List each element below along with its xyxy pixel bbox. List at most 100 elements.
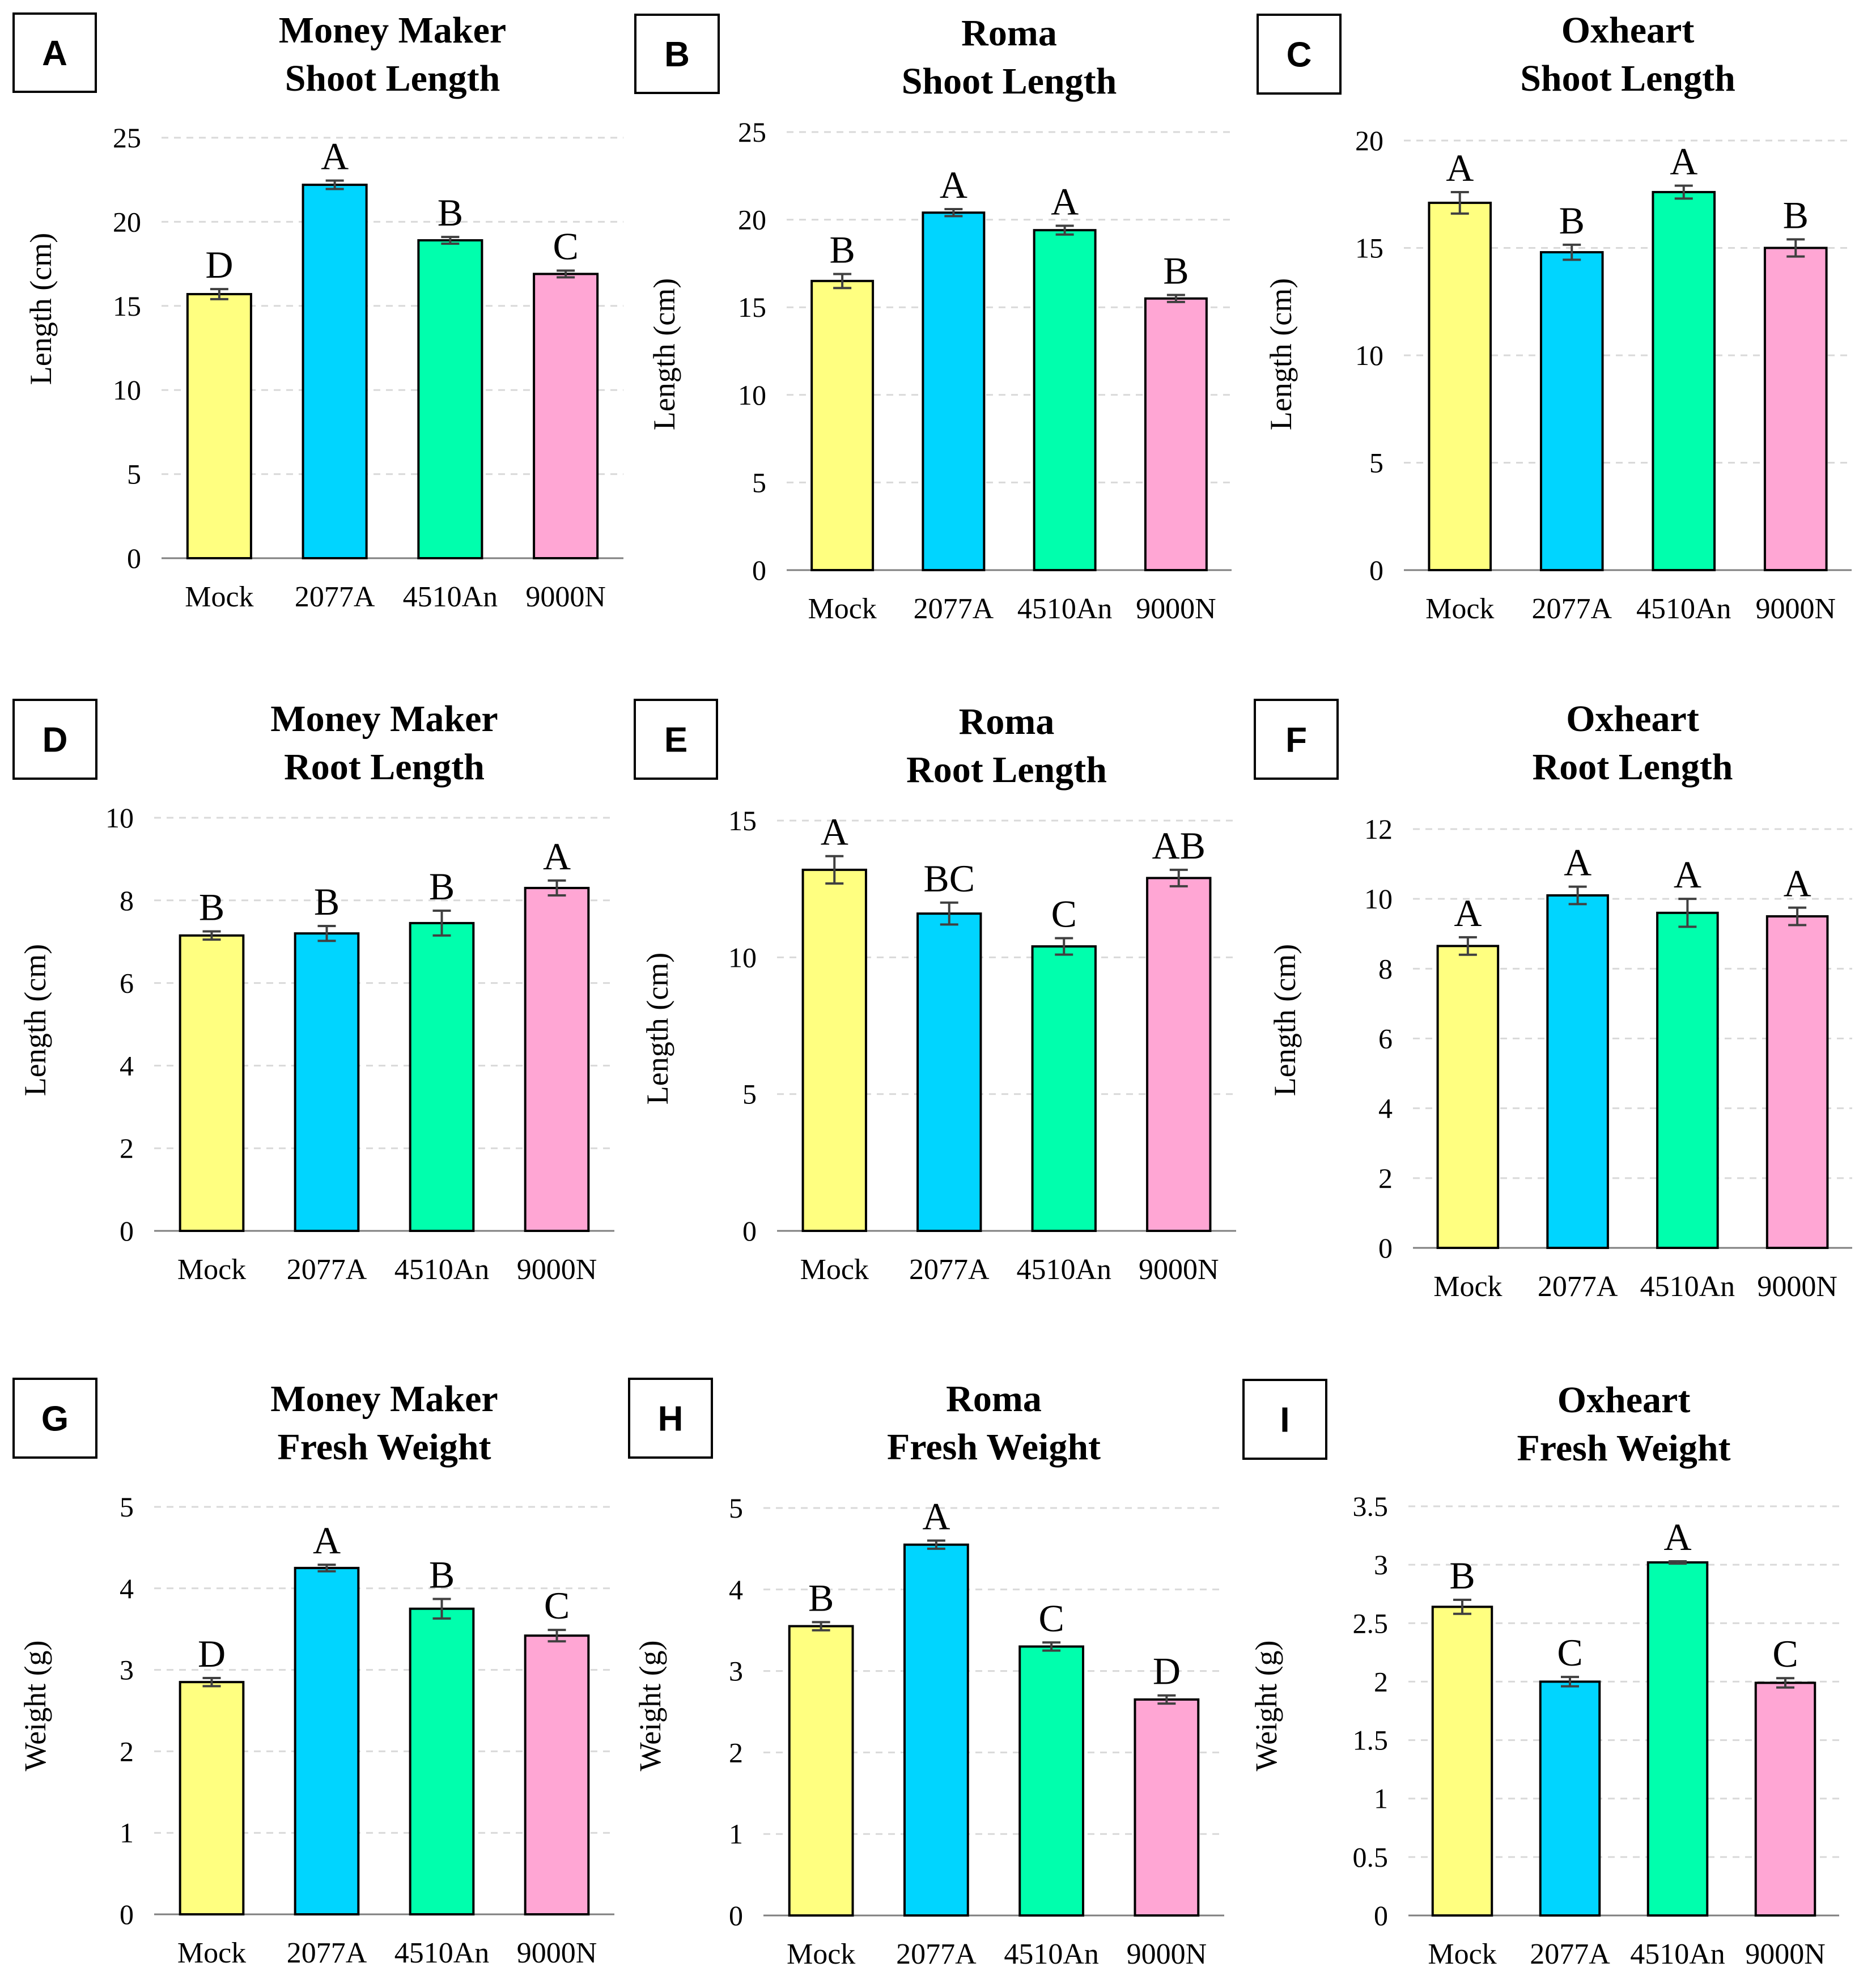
chart-subtitle: Fresh Weight (277, 1426, 491, 1468)
y-tick-label: 5 (742, 1078, 757, 1110)
significance-letter: A (1454, 891, 1482, 934)
significance-letter: C (1772, 1632, 1798, 1675)
y-tick-label: 1.5 (1353, 1724, 1389, 1756)
bar-4510an (1033, 229, 1097, 572)
y-tick-label: 10 (1364, 883, 1393, 915)
x-tick-label: 4510An (394, 1937, 490, 1969)
x-tick-label: Mock (177, 1937, 246, 1969)
significance-letter: AB (1152, 824, 1206, 867)
x-tick-label: 2077A (287, 1937, 367, 1969)
bar-mock (788, 1625, 854, 1917)
y-tick-label: 10 (105, 802, 134, 834)
significance-letter: C (1051, 893, 1077, 936)
x-tick-label: Mock (1425, 593, 1494, 625)
panel-b: B Roma Shoot Length 0 5 10 15 20 25 Length (cm) B M… (634, 12, 1232, 625)
significance-letter: B (808, 1576, 834, 1619)
significance-letter: B (1559, 199, 1585, 242)
panel-label: H (658, 1400, 684, 1439)
y-tick-label: 3 (729, 1655, 743, 1687)
x-tick-label: 2077A (914, 593, 994, 625)
chart-subtitle: Shoot Length (285, 58, 500, 99)
significance-letter: A (1784, 862, 1811, 905)
chart-title: Oxheart (1561, 10, 1695, 51)
significance-letter: A (1564, 841, 1591, 884)
y-tick-label: 0 (120, 1215, 134, 1247)
significance-letter: C (544, 1584, 570, 1627)
y-tick-label: 10 (738, 379, 766, 411)
y-tick-label: 4 (729, 1574, 743, 1605)
bar-2077a (916, 912, 982, 1232)
y-tick-label: 6 (120, 967, 134, 999)
y-axis-label: Weight (g) (633, 1640, 667, 1771)
x-tick-label: 2077A (896, 1938, 977, 1970)
significance-letter: C (1557, 1631, 1582, 1674)
bar-mock (1428, 201, 1492, 572)
y-axis-label: Weight (g) (1249, 1640, 1283, 1771)
y-tick-label: 10 (113, 374, 141, 406)
x-tick-label: 4510An (1630, 1938, 1725, 1970)
y-tick-label: 3.5 (1353, 1490, 1389, 1522)
panel-e: E Roma Root Length 0 5 10 15 Length (cm) A Mock BC… (634, 699, 1236, 1286)
y-tick-label: 5 (729, 1492, 743, 1524)
y-tick-label: 10 (1355, 339, 1383, 371)
significance-letter: A (543, 835, 571, 878)
panel-label-box (634, 14, 720, 94)
x-tick-label: 9000N (1755, 593, 1836, 625)
bar-9000n (524, 886, 590, 1233)
panel-f: F Oxheart Root Length 0 2 4 6 8 10 12 Length (cm) A… (1254, 698, 1852, 1303)
chart-subtitle: Root Length (1533, 746, 1733, 788)
x-tick-label: Mock (1433, 1271, 1502, 1303)
x-tick-label: 9000N (1139, 1254, 1219, 1286)
y-tick-label: 1 (1374, 1783, 1388, 1815)
y-tick-label: 3 (120, 1654, 134, 1686)
significance-letter: B (438, 191, 463, 234)
x-tick-label: Mock (1428, 1938, 1496, 1970)
bar-2077a (1539, 251, 1604, 571)
x-tick-label: 2077A (1531, 593, 1612, 625)
x-tick-label: 9000N (1127, 1938, 1207, 1970)
significance-letter: D (1153, 1650, 1181, 1693)
panel-h: H Roma Fresh Weight 0 1 2 3 4 5 Weight (g) B Mock A 2… (628, 1378, 1224, 1970)
y-tick-label: 0 (752, 554, 766, 586)
y-tick-label: 0 (729, 1900, 743, 1931)
significance-letter: A (1446, 146, 1474, 189)
bar-4510an (417, 239, 483, 560)
significance-letter: B (1163, 249, 1189, 292)
y-axis-label: Weight (g) (18, 1640, 52, 1771)
significance-letter: A (821, 810, 848, 853)
panel-label: A (42, 34, 67, 73)
significance-letter: B (429, 865, 455, 908)
bar-9000n (1765, 915, 1829, 1250)
y-tick-label: 2 (729, 1736, 743, 1768)
bar-mock (1431, 1605, 1493, 1917)
y-tick-label: 0 (1374, 1900, 1388, 1931)
bar-2077a (903, 1543, 969, 1917)
y-tick-label: 20 (113, 206, 141, 237)
bar-4510an (1031, 945, 1097, 1232)
significance-letter: A (1674, 853, 1701, 896)
significance-letter: C (1038, 1596, 1064, 1639)
chart-title: Money Maker (270, 698, 498, 740)
significance-letter: A (940, 163, 967, 206)
significance-letter: B (829, 228, 855, 271)
y-tick-label: 4 (1378, 1093, 1393, 1124)
y-axis-label: Length (cm) (24, 233, 58, 385)
bar-4510an (409, 921, 475, 1232)
y-tick-label: 20 (738, 204, 766, 236)
significance-letter: A (321, 135, 349, 178)
significance-letter: B (1783, 193, 1809, 236)
panel-label: D (43, 721, 68, 760)
chart-subtitle: Fresh Weight (1517, 1428, 1730, 1469)
panel-label-box (1257, 14, 1342, 95)
y-tick-label: 6 (1378, 1023, 1393, 1055)
panel-label: G (41, 1400, 69, 1439)
bar-4510an (1646, 1561, 1709, 1917)
x-tick-label: 9000N (517, 1937, 597, 1969)
significance-letter: A (313, 1519, 341, 1562)
panel-label-box (12, 1378, 97, 1459)
y-axis-label: Length (cm) (18, 944, 52, 1096)
panel-label-box (1254, 699, 1339, 780)
panel-label-box (628, 1378, 713, 1459)
y-tick-label: 2 (120, 1735, 134, 1767)
x-tick-label: 2077A (909, 1254, 990, 1286)
